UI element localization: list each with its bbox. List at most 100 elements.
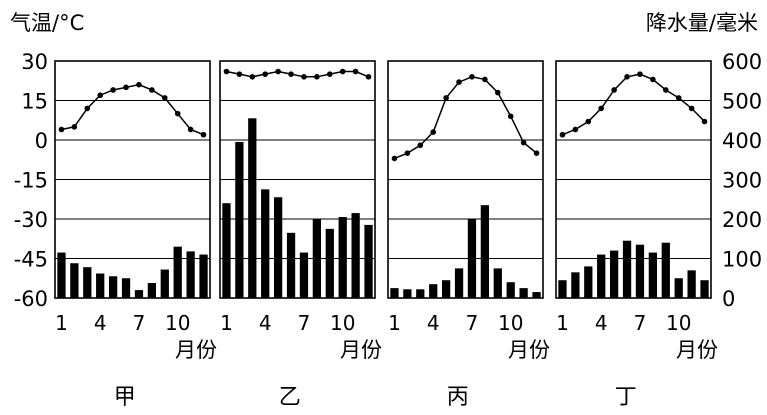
temperature-point [675, 95, 682, 101]
month-tick-label: 1 [55, 311, 68, 335]
right-axis-label: 降水量/毫米 [646, 11, 758, 35]
temperature-point [249, 74, 256, 80]
temperature-point [301, 74, 307, 80]
precipitation-bar [261, 189, 270, 298]
precipitation-bar [506, 282, 515, 298]
temperature-point [417, 142, 424, 149]
left-tick-label: 15 [21, 90, 48, 114]
precipitation-bar [186, 251, 195, 298]
temperature-point [624, 74, 630, 80]
precipitation-bar [390, 288, 399, 298]
temperature-point [611, 87, 617, 93]
panel-title: 丁 [615, 385, 637, 410]
precipitation-bar [147, 282, 157, 298]
precipitation-bar [299, 252, 309, 298]
month-tick-label: 1 [556, 311, 569, 335]
month-tick-label: 4 [427, 311, 440, 335]
precipitation-bar [532, 292, 541, 298]
precipitation-bar [199, 254, 208, 298]
left-tick-label: 0 [35, 129, 48, 153]
temperature-line [562, 73, 706, 136]
temperature-point [482, 76, 488, 83]
right-tick-label: 0 [722, 287, 735, 311]
precipitation-bar [403, 289, 412, 298]
temperature-point [469, 74, 475, 80]
precipitation-bar [661, 242, 670, 298]
month-tick-label: 10 [165, 311, 190, 335]
temperature-line [394, 76, 538, 160]
month-tick-label: 4 [94, 311, 107, 335]
precipitation-bar [351, 213, 360, 298]
month-unit-label: 月份 [676, 338, 718, 362]
temperature-point [365, 74, 372, 80]
precipitation-bar [96, 273, 105, 298]
precipitation-bar [338, 217, 347, 298]
precipitation-bar [248, 118, 257, 299]
temperature-point [662, 87, 669, 93]
temperature-point [520, 139, 527, 146]
precipitation-bar [325, 228, 334, 298]
precipitation-bar [364, 224, 373, 298]
month-tick-label: 7 [634, 311, 647, 335]
precipitation-bar [57, 252, 66, 298]
precipitation-bar [441, 280, 451, 298]
temperature-point [275, 68, 281, 75]
precipitation-bar [286, 232, 296, 298]
temperature-point [391, 155, 398, 162]
temperature-point [688, 105, 695, 112]
month-tick-label: 7 [466, 311, 479, 335]
temperature-point [161, 95, 168, 101]
precipitation-bar [273, 197, 283, 298]
month-tick-label: 1 [220, 311, 233, 335]
precipitation-bar [467, 219, 477, 298]
precipitation-bar [312, 219, 322, 298]
temperature-point [58, 126, 65, 133]
precipitation-bar [571, 272, 580, 298]
panel-title: 乙 [279, 385, 301, 410]
temperature-point [430, 129, 437, 135]
precipitation-bar [493, 268, 502, 298]
month-tick-label: 7 [298, 311, 311, 335]
precipitation-bar [235, 141, 244, 298]
climate-panel: 1 4 7 10 月份乙 [219, 60, 382, 410]
temperature-point [71, 124, 78, 130]
left-axis-label: 气温/°C [10, 11, 84, 35]
precipitation-bar [160, 269, 169, 298]
left-tick-label: -30 [14, 208, 48, 232]
temperature-point [456, 79, 462, 85]
precipitation-bar [584, 266, 593, 298]
temperature-point [326, 71, 333, 77]
precipitation-bar [83, 267, 92, 298]
climate-panel: 1 4 7 10 月份甲 [54, 60, 217, 410]
precipitation-bar [173, 246, 182, 298]
precipitation-bar [558, 280, 567, 298]
precipitation-bar [622, 240, 632, 298]
panel-title: 丙 [447, 385, 469, 410]
temperature-point [404, 150, 411, 156]
temperature-point [494, 89, 501, 96]
month-tick-label: 7 [133, 311, 146, 335]
temperature-line [226, 70, 369, 78]
temperature-point [84, 105, 91, 112]
right-axis-ticks: 600 500 400 300 200 100 0 [722, 50, 762, 311]
precipitation-bar [700, 280, 709, 298]
temperature-point [507, 113, 514, 120]
precipitation-bar [429, 284, 438, 298]
precipitation-bar [108, 276, 118, 298]
temperature-point [650, 76, 656, 83]
precipitation-bar [134, 290, 144, 298]
climate-panel: 1 4 7 10 月份丁 [555, 60, 718, 410]
month-tick-label: 4 [595, 311, 608, 335]
precipitation-bar [674, 278, 683, 298]
temperature-point [110, 87, 116, 93]
right-tick-label: 400 [722, 129, 762, 153]
month-unit-label: 月份 [340, 338, 382, 362]
right-tick-label: 200 [722, 208, 762, 232]
temperature-point [701, 118, 708, 125]
month-tick-label: 10 [666, 311, 691, 335]
temperature-line [61, 83, 204, 136]
left-tick-label: -15 [14, 169, 48, 193]
temperature-point [533, 150, 540, 156]
right-tick-label: 100 [722, 248, 762, 272]
